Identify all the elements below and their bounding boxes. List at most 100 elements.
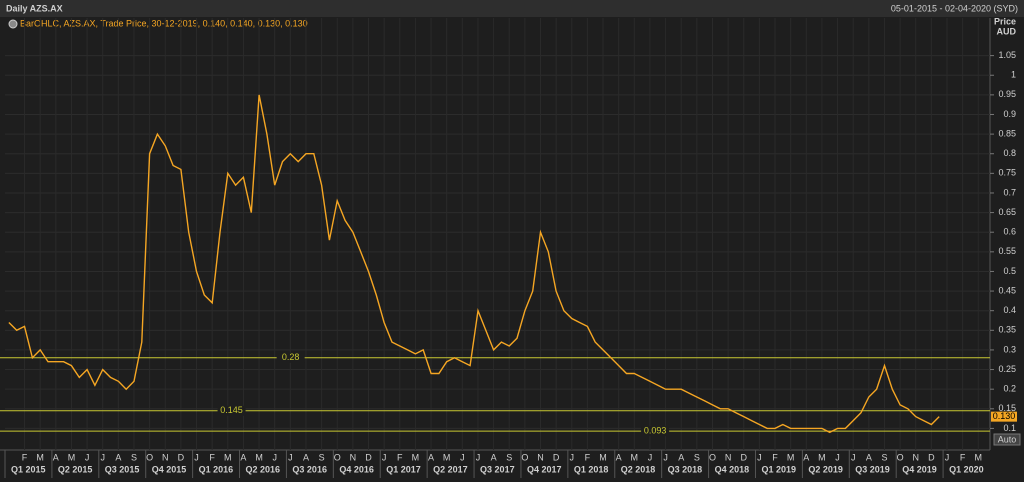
x-tick-label: J (663, 452, 668, 462)
x-tick-label: N (537, 452, 544, 462)
quarter-label: Q4 2016 (339, 464, 374, 474)
y-tick-label: 0.35 (998, 325, 1016, 335)
x-tick-label: M (36, 452, 44, 462)
x-tick-label: J (194, 452, 199, 462)
x-tick-label: S (881, 452, 887, 462)
quarter-label: Q2 2018 (621, 464, 656, 474)
x-tick-label: A (240, 452, 246, 462)
x-tick-label: J (835, 452, 840, 462)
x-tick-label: D (365, 452, 372, 462)
x-tick-label: F (585, 452, 591, 462)
quarter-label: Q3 2018 (668, 464, 703, 474)
x-tick-label: M (224, 452, 232, 462)
y-label: Price (994, 16, 1016, 26)
y-tick-label: 0.9 (1003, 109, 1016, 119)
x-tick-label: A (115, 452, 121, 462)
horizontal-line-label: 0.28 (282, 352, 300, 362)
x-tick-label: F (960, 452, 966, 462)
auto-button-label[interactable]: Auto (998, 434, 1017, 444)
x-tick-label: J (851, 452, 856, 462)
x-tick-label: J (272, 452, 277, 462)
y-tick-label: 0.15 (998, 403, 1016, 413)
x-tick-label: J (570, 452, 575, 462)
y-tick-label: 0.6 (1003, 227, 1016, 237)
auto-button[interactable] (993, 433, 1021, 446)
price-line (8, 94, 940, 434)
quarter-label: Q2 2019 (808, 464, 843, 474)
horizontal-line-label-bg (276, 352, 305, 363)
x-tick-label: F (397, 452, 403, 462)
x-tick-label: J (460, 452, 465, 462)
quarter-label: Q4 2018 (715, 464, 750, 474)
quarter-label: Q1 2020 (949, 464, 984, 474)
x-tick-label: N (912, 452, 919, 462)
x-tick-label: A (803, 452, 809, 462)
y-tick-label: 0.8 (1003, 148, 1016, 158)
y-tick-label: 0.25 (998, 364, 1016, 374)
horizontal-line-label-bg (217, 405, 246, 416)
quarter-label: Q1 2017 (386, 464, 421, 474)
x-tick-label: J (476, 452, 481, 462)
quarter-label: Q2 2016 (246, 464, 281, 474)
y-tick-label: 0.95 (998, 89, 1016, 99)
x-tick-label: O (146, 452, 153, 462)
y-tick-label: 0.4 (1003, 305, 1016, 315)
y-tick-label: 1 (1011, 70, 1016, 80)
x-tick-label: M (443, 452, 451, 462)
quarter-label: Q3 2017 (480, 464, 515, 474)
x-tick-label: A (866, 452, 872, 462)
x-tick-label: O (521, 452, 528, 462)
x-tick-label: F (209, 452, 215, 462)
title-bar (0, 0, 1024, 17)
x-tick-label: M (818, 452, 826, 462)
y-tick-label: 0.55 (998, 246, 1016, 256)
last-value-label: 0.130 (993, 411, 1016, 421)
chart-title: Daily AZS.AX (6, 3, 63, 13)
horizontal-line-label: 0.093 (644, 426, 667, 436)
last-value-box (991, 411, 1017, 422)
x-tick-label: N (725, 452, 732, 462)
quarter-label: Q4 2015 (152, 464, 187, 474)
x-tick-label: J (85, 452, 90, 462)
x-tick-label: M (975, 452, 983, 462)
x-tick-label: S (131, 452, 137, 462)
x-tick-label: J (648, 452, 653, 462)
x-tick-label: M (68, 452, 76, 462)
legend-icon[interactable] (8, 19, 18, 29)
horizontal-line-label: 0.145 (220, 405, 243, 415)
quarter-label: Q1 2018 (574, 464, 609, 474)
x-tick-label: J (382, 452, 387, 462)
x-tick-label: N (350, 452, 357, 462)
x-tick-label: A (491, 452, 497, 462)
x-tick-label: J (757, 452, 762, 462)
y-tick-label: 0.1 (1003, 423, 1016, 433)
y-tick-label: 0.65 (998, 207, 1016, 217)
x-tick-label: M (255, 452, 263, 462)
y-tick-label: 0.2 (1003, 384, 1016, 394)
quarter-label: Q1 2015 (11, 464, 46, 474)
x-tick-label: A (303, 452, 309, 462)
x-tick-label: J (100, 452, 105, 462)
quarter-label: Q3 2015 (105, 464, 140, 474)
x-tick-label: S (319, 452, 325, 462)
y-tick-label: 0.3 (1003, 344, 1016, 354)
x-tick-label: A (53, 452, 59, 462)
quarter-label: Q3 2019 (855, 464, 890, 474)
x-tick-label: A (678, 452, 684, 462)
x-tick-label: D (928, 452, 935, 462)
quarter-label: Q1 2016 (199, 464, 234, 474)
x-tick-label: A (616, 452, 622, 462)
horizontal-line-label-bg (641, 426, 670, 437)
x-tick-label: A (428, 452, 434, 462)
quarter-label: Q2 2017 (433, 464, 468, 474)
quarter-label: Q4 2019 (902, 464, 937, 474)
y-label: AUD (997, 26, 1017, 36)
x-tick-label: F (22, 452, 28, 462)
y-tick-label: 1.05 (998, 50, 1016, 60)
x-tick-label: S (694, 452, 700, 462)
x-tick-label: J (945, 452, 950, 462)
y-tick-label: 0.45 (998, 285, 1016, 295)
quarter-label: Q2 2015 (58, 464, 93, 474)
x-tick-label: D (178, 452, 185, 462)
